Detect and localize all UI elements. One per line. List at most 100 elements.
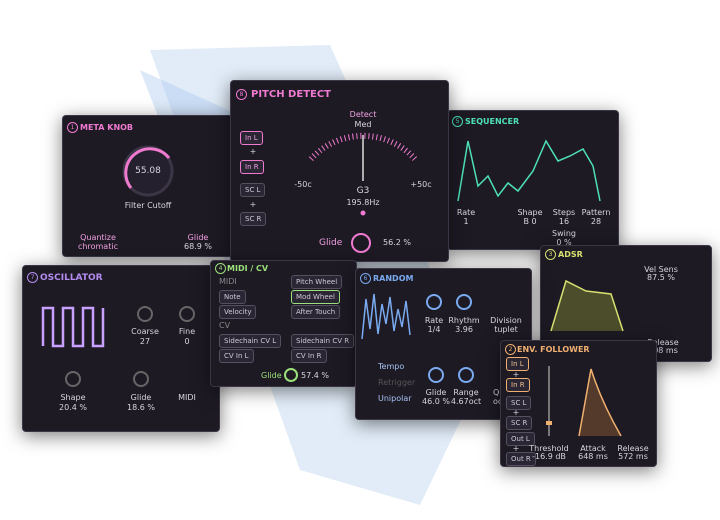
- attack-value[interactable]: 648 ms: [578, 452, 608, 461]
- rate-value[interactable]: 1: [463, 217, 469, 226]
- quantize-label: Qu: [493, 388, 505, 397]
- quantize-value[interactable]: chromatic: [78, 242, 118, 251]
- steps-value[interactable]: 16: [558, 217, 570, 226]
- source-button[interactable]: CV In L: [219, 349, 254, 363]
- input-button[interactable]: In L: [240, 131, 263, 145]
- source-button[interactable]: After Touch: [291, 305, 341, 319]
- routing-button[interactable]: Out L: [506, 432, 535, 446]
- vel-sens-value[interactable]: 87.5 %: [647, 273, 675, 282]
- pitch-detect-panel: 8 PITCH DETECT Detect Med In L + In R SC…: [230, 80, 449, 262]
- source-button[interactable]: Note: [219, 290, 246, 304]
- range-label: Range: [453, 388, 479, 397]
- follower-curve: [546, 366, 622, 437]
- knob-value: 55.08: [135, 166, 161, 176]
- knob[interactable]: [63, 116, 234, 257]
- midi-label[interactable]: MIDI: [178, 393, 196, 402]
- glide-label: Glide: [261, 371, 282, 380]
- fine-label: Fine: [178, 327, 196, 336]
- source-button[interactable]: Sidechain CV R: [291, 334, 355, 348]
- range-value[interactable]: 4.67oct: [450, 397, 482, 406]
- glide-value[interactable]: 46.0 %: [422, 397, 450, 406]
- threshold-label: Threshold: [529, 444, 569, 453]
- target-label: Filter Cutoff: [124, 201, 172, 210]
- input-button[interactable]: SC R: [240, 212, 267, 226]
- release-label: Release: [617, 444, 649, 453]
- threshold-value[interactable]: -16.9 dB: [532, 452, 566, 461]
- source-button[interactable]: Sidechain CV L: [219, 334, 282, 348]
- glide-value[interactable]: 18.6 %: [127, 403, 155, 412]
- panel-number: 4: [215, 263, 226, 274]
- panel-title[interactable]: ADSR: [558, 250, 583, 259]
- input-button[interactable]: In R: [240, 160, 264, 174]
- rhythm-value[interactable]: 3.96: [455, 325, 473, 334]
- swing-value[interactable]: 0 %: [556, 238, 572, 247]
- min-label: -50c: [294, 180, 312, 189]
- routing-button[interactable]: Out R: [506, 452, 536, 466]
- coarse-value[interactable]: 27: [139, 337, 151, 346]
- division-label: Division: [490, 316, 522, 325]
- routing-button[interactable]: In L: [506, 357, 529, 371]
- release-value[interactable]: 572 ms: [618, 452, 648, 461]
- source-button[interactable]: Pitch Wheel: [291, 275, 343, 289]
- attack-label: Attack: [580, 444, 606, 453]
- plus: +: [249, 147, 257, 156]
- pitch-meter: [308, 132, 418, 253]
- random-wave: [361, 293, 474, 383]
- routing-button[interactable]: In R: [506, 378, 530, 392]
- pattern-value[interactable]: 28: [590, 217, 602, 226]
- quantize-label: Quantize: [80, 233, 116, 242]
- waveform: [41, 306, 195, 387]
- unipolar-option[interactable]: Unipolar: [378, 394, 412, 403]
- source-button[interactable]: CV In R: [291, 349, 327, 363]
- panel-title[interactable]: OSCILLATOR: [40, 273, 103, 283]
- rate-value[interactable]: 1/4: [427, 325, 441, 334]
- rate-label: Rate: [424, 316, 444, 325]
- glide-value[interactable]: 56.2 %: [383, 238, 411, 247]
- section-label: CV: [219, 321, 231, 330]
- release-value[interactable]: 108 ms: [648, 346, 678, 355]
- steps-label: Steps: [552, 208, 576, 217]
- source-button[interactable]: Mod Wheel: [291, 290, 340, 304]
- plus: +: [512, 370, 520, 379]
- step-graph: [457, 139, 601, 202]
- input-button[interactable]: SC L: [240, 183, 266, 197]
- frequency: 195.8Hz: [346, 198, 380, 207]
- panel-title[interactable]: SEQUENCER: [465, 117, 520, 126]
- panel-number: 5: [452, 116, 463, 127]
- panel-title[interactable]: RANDOM: [373, 274, 414, 283]
- shape-value[interactable]: B 0: [523, 217, 537, 226]
- rate-label: Rate: [456, 208, 476, 217]
- glide-value[interactable]: 68.9 %: [184, 242, 212, 251]
- panel-title[interactable]: PITCH DETECT: [251, 89, 332, 100]
- panel-number: 6: [360, 273, 371, 284]
- routing-button[interactable]: SC L: [506, 396, 532, 410]
- routing-button[interactable]: SC R: [506, 416, 533, 430]
- panel-title[interactable]: META KNOB: [80, 123, 134, 132]
- tempo-option[interactable]: Tempo: [378, 362, 405, 371]
- glide-label: Glide: [425, 388, 447, 397]
- panel-title[interactable]: MIDI / CV: [227, 264, 269, 273]
- glide-knob[interactable]: [211, 261, 357, 387]
- glide-value[interactable]: 57.4 %: [301, 371, 329, 380]
- retrigger-option[interactable]: Retrigger: [378, 378, 416, 387]
- glide-label: Glide: [130, 393, 152, 402]
- source-button[interactable]: Velocity: [219, 305, 257, 319]
- fine-value[interactable]: 0: [184, 337, 190, 346]
- glide-label: Glide: [319, 238, 343, 248]
- shape-label: Shape: [60, 393, 86, 402]
- swing-label: Swing: [552, 229, 576, 238]
- meta-knob-panel: 1 META KNOB 55.08 Filter Cutoff Quantize…: [62, 115, 234, 257]
- plus: +: [512, 444, 520, 453]
- detect-label: Detect: [349, 110, 377, 119]
- shape-label: Shape: [517, 208, 543, 217]
- env-follower-panel: 2 ENV. FOLLOWER In L + In R SC L + SC R …: [500, 340, 657, 467]
- division-value[interactable]: tuplet: [494, 325, 518, 334]
- vel-sens-label: Vel Sens: [644, 265, 678, 274]
- shape-value[interactable]: 20.4 %: [59, 403, 87, 412]
- glide-label: Glide: [187, 233, 209, 242]
- detect-value[interactable]: Med: [354, 120, 372, 129]
- section-label: MIDI: [219, 277, 237, 286]
- panel-number: 3: [545, 249, 556, 260]
- panel-title[interactable]: ENV. FOLLOWER: [517, 345, 590, 354]
